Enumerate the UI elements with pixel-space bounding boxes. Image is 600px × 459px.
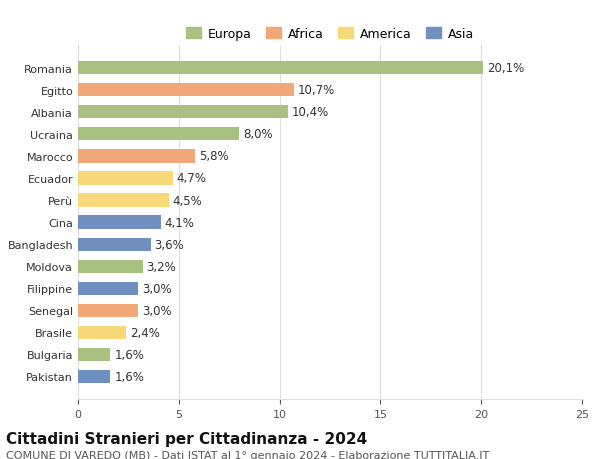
Text: 20,1%: 20,1% (487, 62, 524, 75)
Text: 1,6%: 1,6% (114, 370, 144, 383)
Text: 2,4%: 2,4% (130, 326, 160, 339)
Bar (78, 304, 139, 317)
Legend: Europa, Africa, America, Asia: Europa, Africa, America, Asia (182, 24, 478, 45)
Bar (78, 128, 239, 141)
Text: 3,0%: 3,0% (143, 304, 172, 317)
Bar (78, 194, 169, 207)
Bar (78, 238, 151, 251)
Bar (78, 172, 173, 185)
Bar (78, 106, 287, 119)
Text: 10,7%: 10,7% (298, 84, 335, 97)
Text: 3,0%: 3,0% (143, 282, 172, 295)
Bar (78, 150, 195, 163)
Bar (78, 326, 127, 339)
Text: 3,2%: 3,2% (146, 260, 176, 273)
Text: 3,6%: 3,6% (155, 238, 184, 251)
Text: 1,6%: 1,6% (114, 348, 144, 361)
Text: 10,4%: 10,4% (292, 106, 329, 119)
Bar (78, 348, 110, 361)
Bar (78, 260, 143, 273)
Text: 4,5%: 4,5% (173, 194, 203, 207)
Text: Cittadini Stranieri per Cittadinanza - 2024: Cittadini Stranieri per Cittadinanza - 2… (6, 431, 367, 447)
Bar (78, 62, 483, 75)
Bar (78, 370, 110, 383)
Text: COMUNE DI VAREDO (MB) - Dati ISTAT al 1° gennaio 2024 - Elaborazione TUTTITALIA.: COMUNE DI VAREDO (MB) - Dati ISTAT al 1°… (6, 450, 489, 459)
Text: 5,8%: 5,8% (199, 150, 229, 163)
Text: 4,7%: 4,7% (177, 172, 206, 185)
Text: 4,1%: 4,1% (164, 216, 194, 229)
Bar (78, 216, 161, 229)
Bar (78, 282, 139, 295)
Text: 8,0%: 8,0% (244, 128, 273, 141)
Bar (78, 84, 294, 97)
